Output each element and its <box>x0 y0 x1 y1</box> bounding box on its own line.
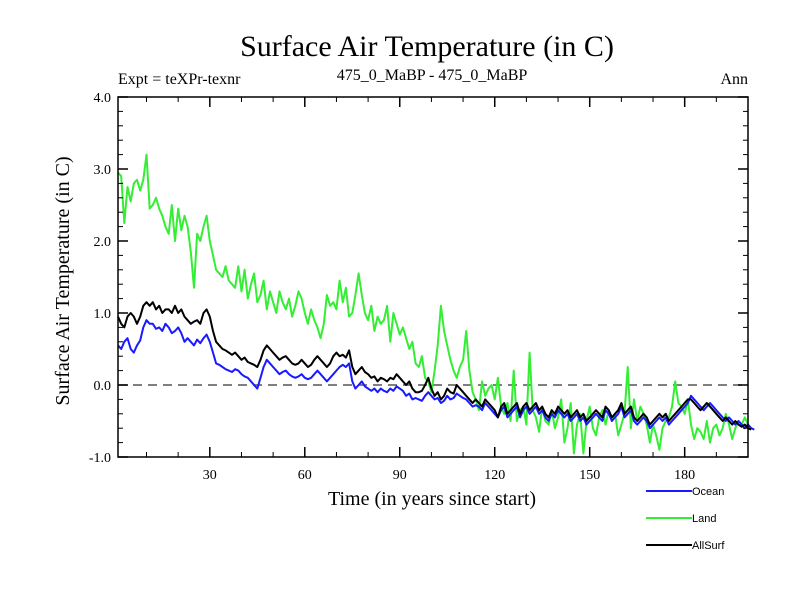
series-line-ocean <box>117 319 755 431</box>
series-line-allsurf <box>117 301 752 431</box>
x-axis-label: Time (in years since start) <box>328 488 536 510</box>
x-tick-label: 60 <box>298 468 312 483</box>
legend-label-land: Land <box>692 513 716 525</box>
y-tick-label: 3.0 <box>94 163 112 178</box>
y-tick-label: 1.0 <box>94 307 112 322</box>
y-tick-label: 2.0 <box>94 235 112 250</box>
y-axis-label: Surface Air Temperature (in C) <box>52 156 74 405</box>
plot-area: 30 60 90 120 150 180 -1.0 0.0 1.0 2.0 3.0 4.0 <box>89 91 755 483</box>
y-tick-label: 4.0 <box>94 91 112 106</box>
legend: Ocean Land AllSurf <box>646 486 725 552</box>
chart-subtitle: 475_0_MaBP - 475_0_MaBP <box>337 67 528 84</box>
x-tick-label: 30 <box>203 468 217 483</box>
period-label: Ann <box>720 71 748 88</box>
series-line-land <box>117 153 749 455</box>
plot-frame <box>117 96 749 458</box>
series-layer <box>117 153 755 455</box>
experiment-label: Expt = teXPr-texnr <box>118 71 241 88</box>
y-tick-label: -1.0 <box>89 451 111 466</box>
tick-layer: 30 60 90 120 150 180 -1.0 0.0 1.0 2.0 3.0 4.0 <box>89 91 748 483</box>
x-tick-label: 180 <box>674 468 695 483</box>
chart-title: Surface Air Temperature (in C) <box>240 30 614 63</box>
x-tick-label: 150 <box>579 468 600 483</box>
x-tick-label: 90 <box>393 468 407 483</box>
y-tick-label: 0.0 <box>94 379 112 394</box>
x-tick-label: 120 <box>484 468 505 483</box>
legend-label-allsurf: AllSurf <box>692 540 725 552</box>
legend-label-ocean: Ocean <box>692 486 724 498</box>
